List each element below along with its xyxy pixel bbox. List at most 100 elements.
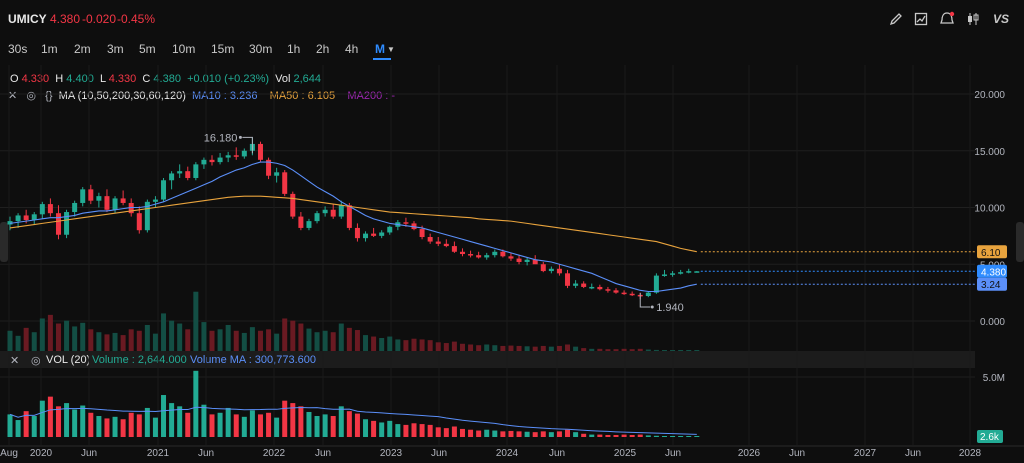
close-change: +0.010 (+0.23%) (187, 73, 270, 85)
x-axis: Aug 2020 Jun 2021 Jun 2022 Jun 2023 Jun 2024 Jun 20… (0, 448, 981, 459)
volume-bar-shadow (443, 343, 449, 351)
candle-body (508, 256, 514, 259)
candle-body (112, 198, 118, 210)
x-tick-label: Jun (315, 448, 331, 459)
volume-bar (201, 404, 207, 437)
ma50-tag-text: 6.10 (981, 248, 1001, 259)
candle-body (379, 232, 385, 236)
candle (532, 255, 538, 265)
volume-bar-shadow (354, 330, 360, 351)
timeframe-bar: 30s 1m 2m 3m 5m 10m 15m 30m 1h 2h 4h M ▼ (0, 38, 440, 60)
candle (346, 202, 352, 231)
tf-30s[interactable]: 30s (8, 42, 28, 56)
open-value: 4.330 (21, 73, 50, 85)
volume-bar-shadow (185, 329, 191, 351)
ma50-line (9, 195, 697, 253)
volume-bar (112, 416, 118, 437)
candle (354, 223, 360, 242)
volume-bar (64, 403, 70, 437)
candle-body (55, 213, 61, 235)
volume-bar-shadow (306, 328, 312, 351)
left-panel-handle[interactable] (0, 222, 8, 262)
candle-body (629, 293, 635, 296)
candles-icon[interactable] (962, 8, 984, 30)
volume-bar (637, 434, 643, 437)
volume-bar (104, 418, 110, 437)
volume-bar (88, 412, 94, 437)
volume-bar (363, 419, 369, 437)
candle (661, 269, 667, 277)
volume-bar (379, 422, 385, 437)
volume-bar (419, 424, 425, 437)
close-value: 4.380 (153, 73, 181, 85)
candle (96, 192, 102, 208)
x-tick-label: 2028 (959, 448, 982, 459)
volume-bar-shadow (314, 332, 320, 351)
compare-button[interactable]: VS (992, 12, 1009, 26)
candle-body (387, 226, 393, 233)
candle (411, 221, 417, 231)
candle (621, 290, 627, 295)
candle-body (322, 209, 328, 214)
tf-2m[interactable]: 2m (74, 42, 91, 56)
candle-body (516, 258, 522, 262)
volume-bar (136, 414, 142, 437)
tf-3m[interactable]: 3m (107, 42, 124, 56)
volume-bar (556, 431, 562, 437)
candle (112, 196, 118, 214)
candle (565, 269, 571, 289)
pencil-icon[interactable] (885, 8, 907, 30)
candle-body (419, 229, 425, 238)
collapse-icon[interactable]: ✕ (8, 90, 18, 102)
candle-body (581, 283, 587, 287)
volume-bar-shadow (128, 329, 134, 351)
tf-1h[interactable]: 1h (287, 42, 301, 56)
volume-bar (290, 403, 296, 437)
alert-icon[interactable] (936, 8, 958, 30)
candle (427, 233, 433, 244)
candle-body (241, 150, 247, 157)
candle (177, 164, 183, 178)
candle (23, 209, 29, 224)
volume-bar-shadow (72, 326, 78, 351)
candle (637, 292, 643, 299)
x-tick-label: Jun (665, 448, 681, 459)
settings-icon[interactable]: ◎ (31, 355, 41, 367)
collapse-icon[interactable]: ✕ (10, 355, 20, 367)
high-dot (238, 135, 242, 139)
tf-10m[interactable]: 10m (172, 42, 196, 56)
price-change: -0.020 (82, 12, 117, 26)
braces-icon[interactable]: {} (45, 90, 53, 102)
tf-1m[interactable]: 1m (41, 42, 58, 56)
volume-tick-label: 5.0M (983, 373, 1005, 384)
volume-bar (306, 411, 312, 437)
tf-5m[interactable]: 5m (139, 42, 156, 56)
open-label: O (10, 73, 19, 85)
volume-bar (15, 420, 21, 437)
vol-label: Vol (275, 73, 291, 85)
tf-2h[interactable]: 2h (316, 42, 330, 56)
right-panel-handle[interactable] (1016, 222, 1024, 262)
volume-bar-shadow (330, 332, 336, 351)
volume-bar-shadow (451, 341, 457, 351)
volume-bar-shadow (96, 332, 102, 351)
candle (419, 225, 425, 240)
candle (330, 204, 336, 219)
candle-body (411, 223, 417, 230)
tf-monthly[interactable]: M (375, 42, 385, 56)
volume-bar (7, 414, 13, 437)
volume-bar-shadow (290, 320, 296, 351)
chart-icon[interactable] (910, 8, 932, 30)
chevron-down-icon[interactable]: ▼ (387, 45, 395, 54)
symbol-name[interactable]: UMICY (8, 12, 47, 26)
grid (0, 65, 1024, 447)
volume-bar (540, 431, 546, 437)
candle-body (23, 215, 29, 220)
tf-30m[interactable]: 30m (249, 42, 273, 56)
tf-4h[interactable]: 4h (345, 42, 359, 56)
settings-icon[interactable]: ◎ (26, 90, 36, 102)
volume-bar (435, 427, 441, 437)
volume-bar-shadow (322, 330, 328, 351)
tf-15m[interactable]: 15m (211, 42, 235, 56)
